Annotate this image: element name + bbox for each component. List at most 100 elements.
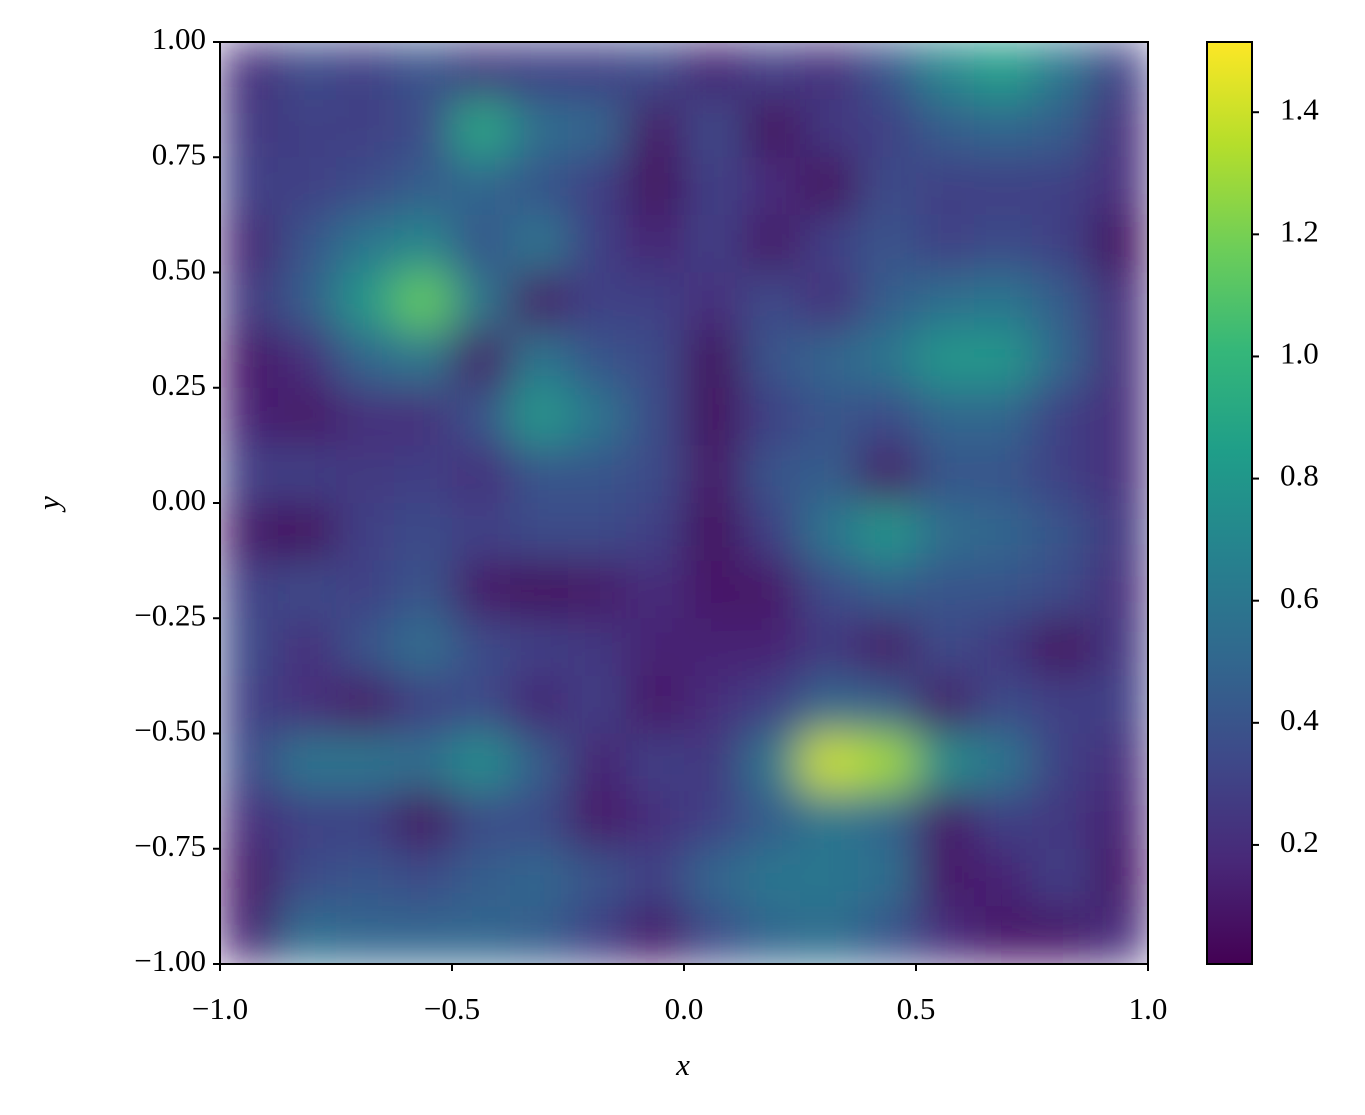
x-tick-label: 0.5 xyxy=(897,991,936,1026)
y-tick-label: −0.50 xyxy=(134,713,206,748)
heat-cell xyxy=(220,99,279,158)
heat-cell xyxy=(394,906,453,964)
heat-cell xyxy=(742,791,801,850)
heat-cell xyxy=(220,560,279,619)
heat-cell xyxy=(742,330,801,389)
heat-cell xyxy=(336,42,395,101)
heat-cell xyxy=(742,42,801,101)
heat-cell xyxy=(742,387,801,446)
heat-cell xyxy=(974,618,1033,677)
heat-cell xyxy=(974,99,1033,158)
heat-cell xyxy=(742,99,801,158)
colorbar-tick-label: 1.4 xyxy=(1280,91,1319,126)
y-tick-label: 0.00 xyxy=(152,482,206,517)
colorbar-tick-label: 0.8 xyxy=(1280,458,1319,493)
heat-cell xyxy=(220,157,279,216)
heat-cell xyxy=(568,560,627,619)
heat-cell xyxy=(1032,848,1091,907)
heat-cell xyxy=(336,387,395,446)
heat-cell xyxy=(510,503,569,562)
heat-cell xyxy=(974,560,1033,619)
heat-cell xyxy=(568,906,627,964)
heat-cell xyxy=(626,503,685,562)
heat-cell xyxy=(858,157,917,216)
heat-cell xyxy=(1090,272,1148,331)
heat-cell xyxy=(916,733,975,792)
heat-cell xyxy=(568,387,627,446)
heat-cell xyxy=(742,445,801,504)
heat-cell xyxy=(278,214,337,273)
colorbar-tick-label: 0.4 xyxy=(1280,702,1319,737)
heat-cell xyxy=(1032,733,1091,792)
heat-cell xyxy=(394,157,453,216)
heat-cell xyxy=(974,791,1033,850)
heat-cell xyxy=(916,214,975,273)
heat-cell xyxy=(394,387,453,446)
heat-cell xyxy=(1032,445,1091,504)
heat-cell xyxy=(626,618,685,677)
heat-cell xyxy=(684,675,743,734)
heat-cell xyxy=(916,618,975,677)
heat-cell xyxy=(394,99,453,158)
heat-cell xyxy=(626,42,685,101)
heat-cell xyxy=(974,157,1033,216)
heat-cell xyxy=(278,675,337,734)
heat-cell xyxy=(1090,503,1148,562)
heat-cell xyxy=(626,791,685,850)
heat-cell xyxy=(684,387,743,446)
heat-cell xyxy=(974,503,1033,562)
heat-cell xyxy=(220,675,279,734)
heat-cell xyxy=(858,445,917,504)
heat-cell xyxy=(1090,214,1148,273)
heat-cell xyxy=(394,733,453,792)
heat-cell xyxy=(916,848,975,907)
heat-cell xyxy=(800,330,859,389)
heat-cell xyxy=(916,157,975,216)
y-tick-label: 1.00 xyxy=(152,21,206,56)
heat-cell xyxy=(452,445,511,504)
colorbar xyxy=(1206,41,1253,965)
heat-cell xyxy=(684,214,743,273)
heat-cell xyxy=(452,42,511,101)
y-tick-label: 0.50 xyxy=(152,252,206,287)
heat-cell xyxy=(858,733,917,792)
heat-cell xyxy=(974,214,1033,273)
heat-cell xyxy=(1090,387,1148,446)
heat-cell xyxy=(684,157,743,216)
heat-cell xyxy=(220,272,279,331)
heat-cell xyxy=(568,445,627,504)
heat-cell xyxy=(220,445,279,504)
heat-cell xyxy=(336,733,395,792)
x-axis-label: x xyxy=(675,1047,690,1082)
x-tick-label: 0.0 xyxy=(665,991,704,1026)
heat-cell xyxy=(278,99,337,158)
heat-cell xyxy=(220,503,279,562)
heat-cell xyxy=(858,214,917,273)
heat-cell xyxy=(858,675,917,734)
heat-cell xyxy=(1090,675,1148,734)
heat-cell xyxy=(858,330,917,389)
colorbar-tick-label: 1.0 xyxy=(1280,336,1319,371)
heat-cell xyxy=(1090,848,1148,907)
heat-cell xyxy=(452,675,511,734)
y-tick-label: −1.00 xyxy=(134,943,206,978)
heat-cell xyxy=(394,791,453,850)
heat-cell xyxy=(800,618,859,677)
heat-cell xyxy=(1090,157,1148,216)
heat-cell xyxy=(510,99,569,158)
heatmap xyxy=(220,42,1148,964)
heat-cell xyxy=(626,733,685,792)
heat-cell xyxy=(684,42,743,101)
heat-cell xyxy=(800,387,859,446)
heat-cell xyxy=(626,848,685,907)
heat-cell xyxy=(800,503,859,562)
heat-cell xyxy=(278,42,337,101)
heat-cell xyxy=(1090,445,1148,504)
heat-cell xyxy=(510,272,569,331)
heat-cell xyxy=(568,214,627,273)
heat-cell xyxy=(278,503,337,562)
heat-cell xyxy=(1090,560,1148,619)
heat-cell xyxy=(626,157,685,216)
heat-cell xyxy=(1090,791,1148,850)
heat-cell xyxy=(1032,157,1091,216)
